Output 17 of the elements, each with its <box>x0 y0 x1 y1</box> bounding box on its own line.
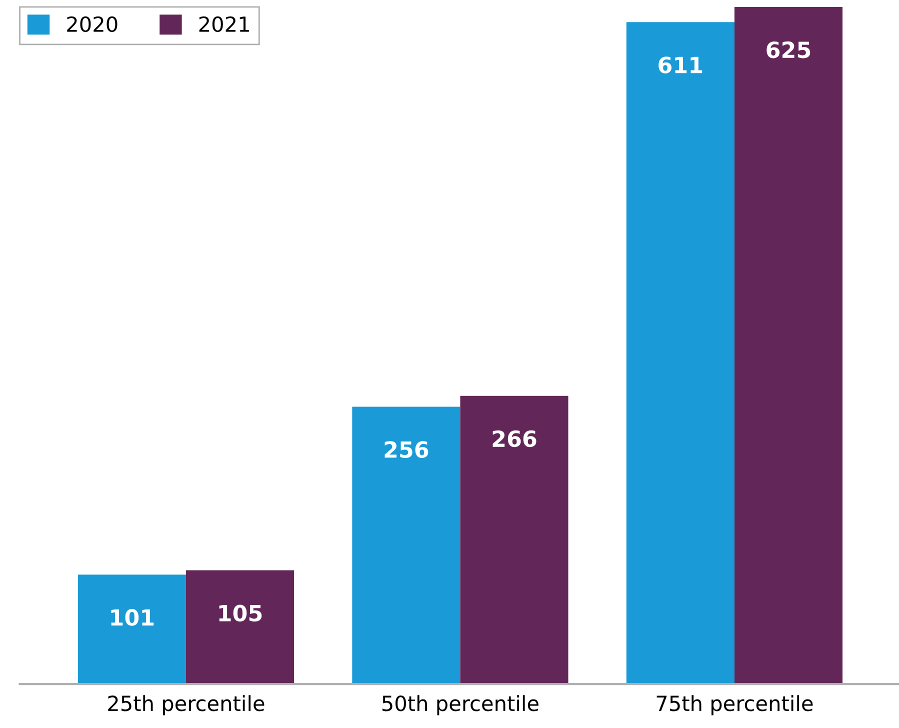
data-label: 101 <box>111 609 154 626</box>
legend-label: 2020 <box>67 16 118 32</box>
data-label: 105 <box>219 604 262 622</box>
bar <box>352 406 460 684</box>
bar <box>186 570 294 684</box>
data-label: 611 <box>658 56 702 74</box>
legend-label: 2021 <box>199 16 249 32</box>
data-label: 266 <box>492 430 536 448</box>
bar <box>626 22 734 684</box>
bar <box>734 6 843 684</box>
x-tick-label: 75th percentile <box>656 695 813 716</box>
x-tick-label: 25th percentile <box>108 695 264 716</box>
bar <box>78 574 186 684</box>
data-label: 256 <box>384 441 428 458</box>
bar <box>460 396 568 684</box>
x-tick-label: 50th percentile <box>382 695 538 716</box>
data-label: 625 <box>766 41 810 58</box>
